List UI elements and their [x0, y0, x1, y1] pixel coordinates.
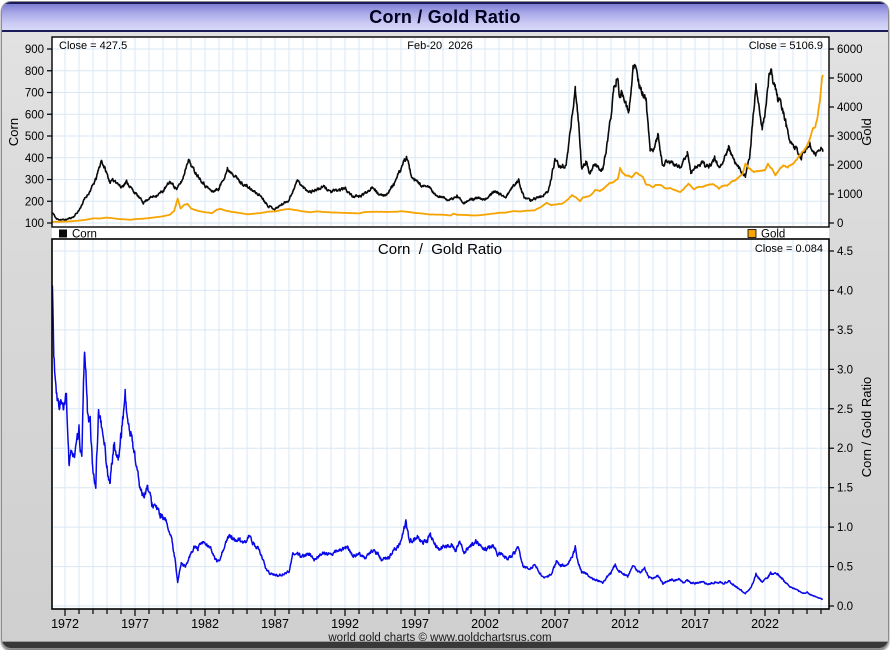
corn-close-annotation: Close = 427.5 — [59, 40, 127, 52]
gold-axis-title: Gold — [859, 118, 874, 145]
ratio-tick-label: 1.5 — [837, 483, 853, 495]
ratio-close-annotation: Close = 0.084 — [755, 243, 823, 255]
year-tick-label: 2022 — [751, 617, 779, 631]
year-tick-label: 1997 — [401, 617, 429, 631]
year-tick-label: 1987 — [261, 617, 289, 631]
corn-axis-title: Corn — [6, 118, 21, 146]
ratio-axis-title: Corn / Gold Ratio — [859, 377, 874, 477]
corn-series-line — [52, 63, 824, 222]
gold-tick-label: 3000 — [837, 131, 863, 143]
ratio-tick-label: 3.0 — [837, 364, 853, 376]
year-tick-label: 1982 — [191, 617, 219, 631]
gold-series-line — [52, 74, 824, 223]
year-tick-label: 2002 — [471, 617, 499, 631]
gold-tick-label: 0 — [837, 218, 843, 230]
bottom-plot-background — [52, 239, 829, 609]
ratio-tick-label: 0.5 — [837, 562, 853, 574]
series-layer — [52, 63, 824, 601]
gold-close-annotation: Close = 5106.9 — [749, 40, 823, 52]
corn-tick-label: 100 — [25, 218, 44, 230]
top-plot-border — [51, 36, 830, 228]
year-tick-label: 1972 — [51, 617, 79, 631]
year-tick-label: 2017 — [681, 617, 709, 631]
corn-tick-label: 500 — [25, 131, 44, 143]
ratio-tick-label: 0.0 — [837, 601, 853, 613]
gold-tick-label: 6000 — [837, 44, 863, 56]
gold-tick-label: 5000 — [837, 73, 863, 85]
axes-layer: 100 200 300 400 500 600 700 800 900 0 1000 2000 3000… — [25, 44, 863, 631]
ratio-tick-label: 1.0 — [837, 522, 853, 534]
ratio-tick-label: 2.0 — [837, 443, 853, 455]
window-title-bar: Corn / Gold Ratio — [2, 2, 888, 32]
ratio-tick-label: 3.5 — [837, 325, 853, 337]
gold-legend-swatch — [747, 229, 757, 238]
gold-tick-label: 1000 — [837, 189, 863, 201]
corn-tick-label: 700 — [25, 88, 44, 100]
top-plot-background — [52, 37, 829, 227]
ratio-tick-label: 2.5 — [837, 404, 853, 416]
ratio-tick-label: 4.5 — [837, 246, 853, 258]
gold-legend-label: Gold — [761, 229, 785, 241]
ratio-panel-title: Corn / Gold Ratio — [378, 241, 502, 258]
corn-tick-label: 400 — [25, 153, 44, 165]
corn-tick-label: 600 — [25, 109, 44, 121]
corn-gold-series-line — [52, 285, 824, 601]
year-tick-label: 1977 — [121, 617, 149, 631]
window-bottom-edge — [2, 641, 888, 648]
gold-tick-label: 4000 — [837, 102, 863, 114]
legend-strip-background — [52, 227, 829, 239]
gold-tick-label: 2000 — [837, 160, 863, 172]
corn-legend-label: Corn — [72, 229, 97, 241]
corn-tick-label: 300 — [25, 175, 44, 187]
year-tick-label: 2012 — [611, 617, 639, 631]
corn-tick-label: 900 — [25, 44, 44, 56]
ratio-tick-label: 4.0 — [837, 285, 853, 297]
window-title: Corn / Gold Ratio — [369, 6, 521, 27]
year-tick-label: 2007 — [541, 617, 569, 631]
gridlines-layer — [53, 38, 828, 608]
corn-tick-label: 800 — [25, 66, 44, 78]
date-annotation: Feb-20 2026 — [407, 40, 472, 52]
corn-legend-swatch — [59, 229, 67, 238]
bottom-plot-border — [51, 238, 830, 610]
year-tick-label: 1992 — [331, 617, 359, 631]
corn-tick-label: 200 — [25, 196, 44, 208]
